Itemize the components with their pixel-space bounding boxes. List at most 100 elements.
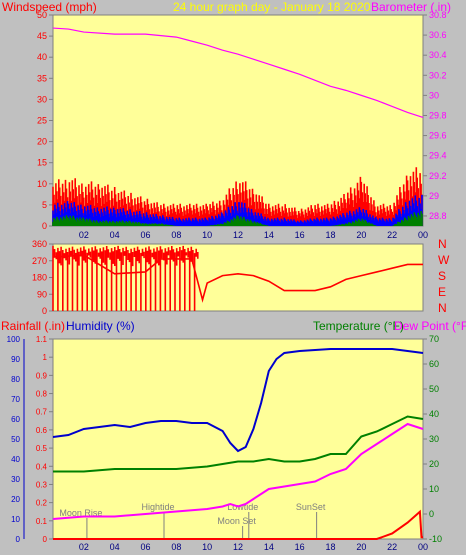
astro-events: Moon Rise Hightide Lowtide Moon Set SunSet bbox=[59, 502, 326, 539]
wind-x-ticks: 02 04 06 08 10 12 14 16 18 20 22 00 bbox=[79, 230, 428, 240]
compass-label: S bbox=[438, 269, 446, 283]
temp-x-tick-label: 22 bbox=[387, 542, 397, 552]
temp-x-tick-label: 20 bbox=[356, 542, 366, 552]
event-label: Lowtide bbox=[227, 502, 258, 512]
dew-point-line bbox=[52, 422, 424, 520]
event-label: Moon Rise bbox=[59, 508, 102, 518]
direction-tick-label: 180 bbox=[32, 273, 47, 283]
temperature-tick-label: 30 bbox=[429, 434, 439, 444]
wind-x-tick-label: 04 bbox=[110, 230, 120, 240]
barometer-tick-label: 30.2 bbox=[429, 70, 447, 80]
barometer-tick-label: 30.8 bbox=[429, 10, 447, 20]
temperature-tick-label: 10 bbox=[429, 484, 439, 494]
humidity-tick-label: 10 bbox=[11, 515, 20, 524]
direction-tick-label: 0 bbox=[42, 306, 47, 316]
temperature-tick-label: 0 bbox=[429, 509, 434, 519]
direction-tick-label: 360 bbox=[32, 239, 47, 249]
wind-x-tick-label: 14 bbox=[264, 230, 274, 240]
direction-tick-label: 270 bbox=[32, 256, 47, 266]
barometer-tick-label: 30 bbox=[429, 90, 439, 100]
direction-tick-label: 90 bbox=[37, 289, 47, 299]
barometer-tick-label: 28.8 bbox=[429, 211, 447, 221]
event-label: Hightide bbox=[141, 502, 174, 512]
temperature-humidity-chart: Rainfall (.in) Humidity (%) Temperature … bbox=[1, 319, 466, 552]
temp-x-tick-label: 14 bbox=[264, 542, 274, 552]
barometer-line bbox=[52, 27, 424, 119]
wind-tick-label: 30 bbox=[37, 94, 47, 104]
event-label: Moon Set bbox=[217, 516, 256, 526]
temp-x-tick-label: 00 bbox=[418, 542, 428, 552]
wind-x-tick-label: 16 bbox=[295, 230, 305, 240]
rainfall-tick-label: 1 bbox=[43, 353, 48, 362]
temp-series bbox=[52, 348, 424, 540]
rainfall-tick-label: 0.2 bbox=[36, 499, 48, 508]
humidity-tick-label: 40 bbox=[11, 455, 20, 464]
humidity-tick-label: 20 bbox=[11, 495, 20, 504]
temp-x-ticks: 02 04 06 08 10 12 14 16 18 20 22 00 bbox=[79, 542, 428, 552]
wind-tick-label: 50 bbox=[37, 10, 47, 20]
wind-x-tick-label: 08 bbox=[171, 230, 181, 240]
humidity-tick-label: 60 bbox=[11, 415, 20, 424]
barometer-tick-label: 29.2 bbox=[429, 171, 447, 181]
wind-x-tick-label: 22 bbox=[387, 230, 397, 240]
humidity-tick-label: 0 bbox=[16, 535, 21, 544]
temperature-tick-label: 40 bbox=[429, 409, 439, 419]
compass-label: E bbox=[438, 285, 446, 299]
wind-x-tick-label: 12 bbox=[233, 230, 243, 240]
humidity-tick-label: 30 bbox=[11, 475, 20, 484]
wind-tick-label: 25 bbox=[37, 116, 47, 126]
wind-tick-label: 5 bbox=[42, 200, 47, 210]
wind-x-tick-label: 18 bbox=[325, 230, 335, 240]
event-label: SunSet bbox=[296, 502, 326, 512]
temp-x-tick-label: 10 bbox=[202, 542, 212, 552]
rainfall-tick-label: 0.6 bbox=[36, 426, 48, 435]
minimum-wind-bars bbox=[52, 211, 423, 226]
rainfall-tick-label: 0.9 bbox=[36, 371, 48, 380]
temp-x-tick-label: 16 bbox=[295, 542, 305, 552]
barometer-tick-label: 29.4 bbox=[429, 151, 447, 161]
barometer-tick-label: 29 bbox=[429, 191, 439, 201]
temperature-line bbox=[53, 415, 424, 473]
humidity-tick-label: 80 bbox=[11, 375, 20, 384]
humidity-tick-label: 70 bbox=[11, 395, 20, 404]
wind-x-tick-label: 00 bbox=[418, 230, 428, 240]
direction-line bbox=[52, 254, 423, 303]
wind-chart-title: 24 hour graph day - January 18 2020 bbox=[173, 0, 371, 14]
barometer-right-ticks: 28.8 29 29.2 29.4 29.6 29.8 30 30.2 30.4 30.6 30.8 bbox=[423, 10, 447, 221]
wind-x-tick-label: 10 bbox=[202, 230, 212, 240]
rainfall-tick-label: 0 bbox=[43, 535, 48, 544]
wind-tick-label: 10 bbox=[37, 179, 47, 189]
rainfall-tick-label: 0.4 bbox=[36, 462, 48, 471]
rainfall-tick-label: 0.1 bbox=[36, 517, 48, 526]
humidity-tick-label: 50 bbox=[11, 435, 20, 444]
wind-x-tick-label: 20 bbox=[356, 230, 366, 240]
rainfall-tick-label: 1.1 bbox=[36, 335, 48, 344]
barometer-right-axis-label: Barometer (.in) bbox=[371, 0, 451, 14]
temperature-axis-label: Temperature (°F) bbox=[313, 319, 404, 333]
compass-label: N bbox=[438, 237, 447, 251]
rainfall-tick-label: 0.3 bbox=[36, 480, 48, 489]
rainfall-axis-label: Rainfall (.in) bbox=[1, 319, 65, 333]
dew-point-axis-label: Dew Point (°F) bbox=[394, 319, 466, 333]
humidity-axis-label: Humidity (%) bbox=[66, 319, 135, 333]
humidity-line bbox=[52, 348, 424, 453]
temperature-tick-label: 20 bbox=[429, 459, 439, 469]
barometer-tick-label: 30.6 bbox=[429, 30, 447, 40]
rainfall-tick-label: 0.8 bbox=[36, 390, 48, 399]
wind-tick-label: 20 bbox=[37, 137, 47, 147]
temperature-tick-label: 60 bbox=[429, 359, 439, 369]
barometer-tick-label: 30.4 bbox=[429, 50, 447, 60]
rainfall-tick-label: 0.5 bbox=[36, 444, 48, 453]
wind-x-tick-label: 06 bbox=[140, 230, 150, 240]
barometer-tick-label: 29.8 bbox=[429, 110, 447, 120]
temp-x-tick-label: 12 bbox=[233, 542, 243, 552]
compass-label: W bbox=[438, 253, 450, 267]
direction-series bbox=[52, 245, 423, 311]
wind-barometer-chart: Windspeed (mph) 24 hour graph day - Janu… bbox=[2, 0, 451, 240]
wind-barometer-series bbox=[52, 27, 424, 226]
wind-tick-label: 0 bbox=[42, 221, 47, 231]
temp-x-tick-label: 18 bbox=[325, 542, 335, 552]
